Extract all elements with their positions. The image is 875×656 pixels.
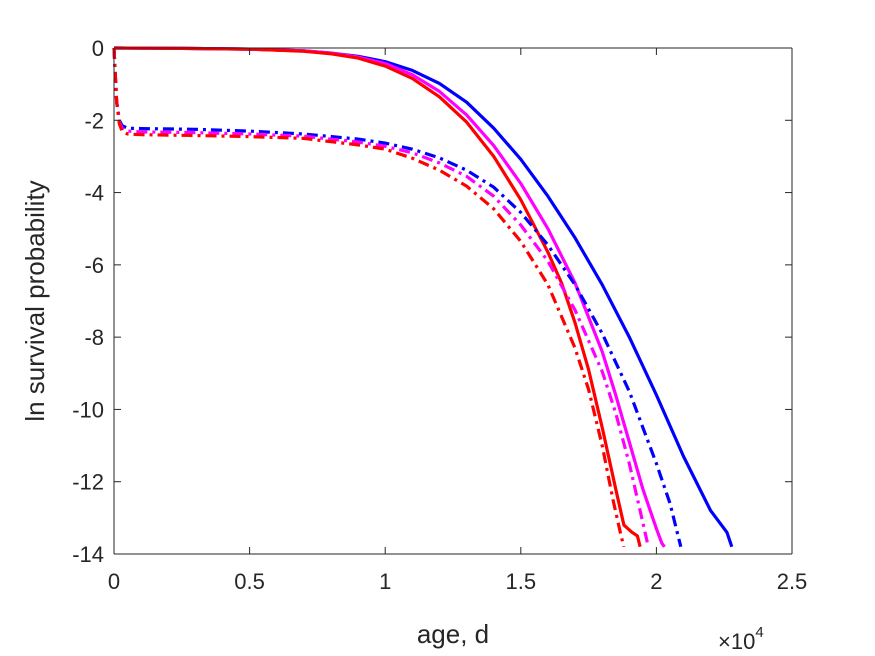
y-tick-label: -6 — [84, 253, 104, 278]
y-tick-label: 0 — [92, 36, 104, 61]
y-tick-label: -4 — [84, 181, 104, 206]
plot-area — [114, 48, 792, 554]
x-tick-label: 0.5 — [234, 569, 265, 594]
y-axis-label: ln survival probability — [20, 180, 50, 421]
x-tick-label: 2 — [650, 569, 662, 594]
y-ticks: 0 -2 -4 -6 -8 -10 -12 -14 — [72, 36, 792, 567]
axes-frame — [113, 47, 793, 555]
y-tick-label: -12 — [72, 470, 104, 495]
series-line-3 — [113, 46, 642, 548]
y-tick-label: -10 — [72, 397, 104, 422]
x-axis-multiplier: ×104 — [718, 624, 764, 654]
series-line-6 — [112, 47, 626, 548]
x-tick-label: 0 — [108, 569, 120, 594]
x-ticks: 0 0.5 1 1.5 2 2.5 — [108, 48, 807, 594]
x-axis-multiplier-exponent: 4 — [755, 624, 763, 641]
x-axis-label: age, d — [417, 619, 489, 649]
x-tick-label: 1.5 — [506, 569, 537, 594]
y-tick-label: -14 — [72, 542, 104, 567]
x-axis-multiplier-base: ×10 — [718, 629, 755, 654]
y-tick-label: -8 — [84, 325, 104, 350]
x-tick-label: 2.5 — [777, 569, 808, 594]
y-tick-label: -2 — [84, 108, 104, 133]
x-tick-label: 1 — [379, 569, 391, 594]
series-layer — [112, 46, 734, 548]
